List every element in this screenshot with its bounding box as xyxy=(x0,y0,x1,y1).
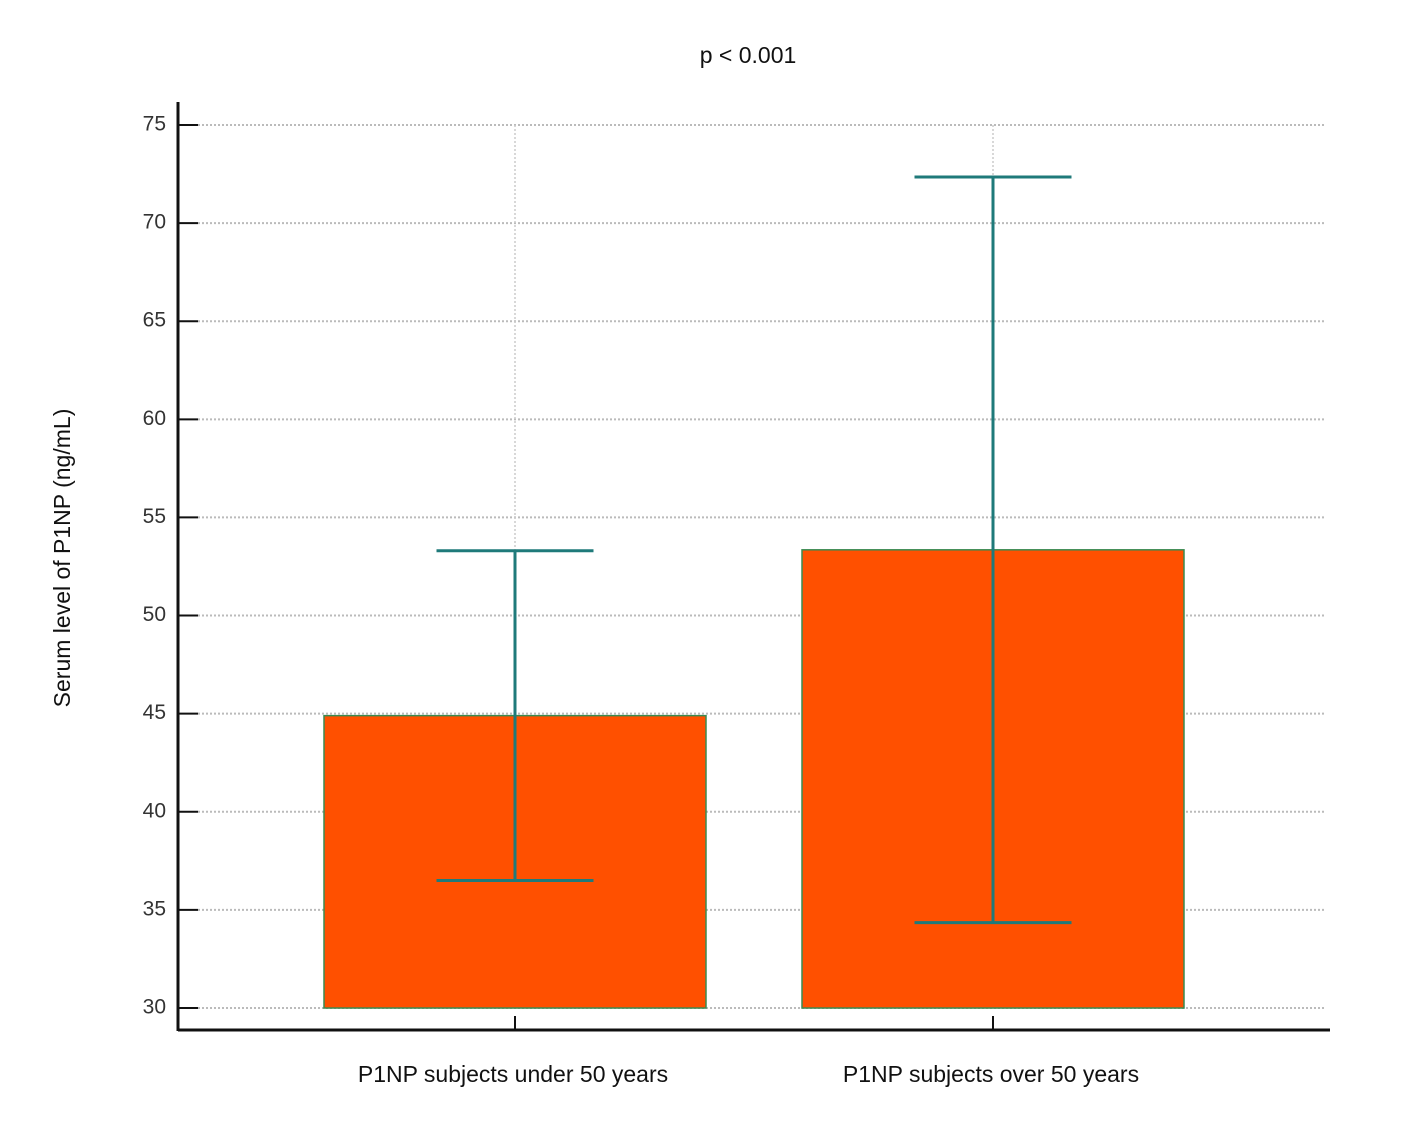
y-tick-label: 35 xyxy=(143,897,166,920)
y-axis-label: Serum level of P1NP (ng/mL) xyxy=(49,409,75,708)
x-tick-label: P1NP subjects over 50 years xyxy=(843,1061,1139,1087)
y-tick-label: 65 xyxy=(143,309,166,332)
y-tick-label: 40 xyxy=(143,799,166,822)
chart-title: p < 0.001 xyxy=(700,42,797,68)
y-tick-label: 50 xyxy=(143,603,166,626)
y-tick-label: 55 xyxy=(143,505,166,528)
y-tick-label: 75 xyxy=(143,113,166,136)
y-tick-label: 45 xyxy=(143,701,166,724)
y-tick-label: 30 xyxy=(143,996,166,1019)
y-tick-label: 60 xyxy=(143,407,166,430)
x-tick-label: P1NP subjects under 50 years xyxy=(358,1061,668,1087)
y-tick-label: 70 xyxy=(143,211,166,234)
